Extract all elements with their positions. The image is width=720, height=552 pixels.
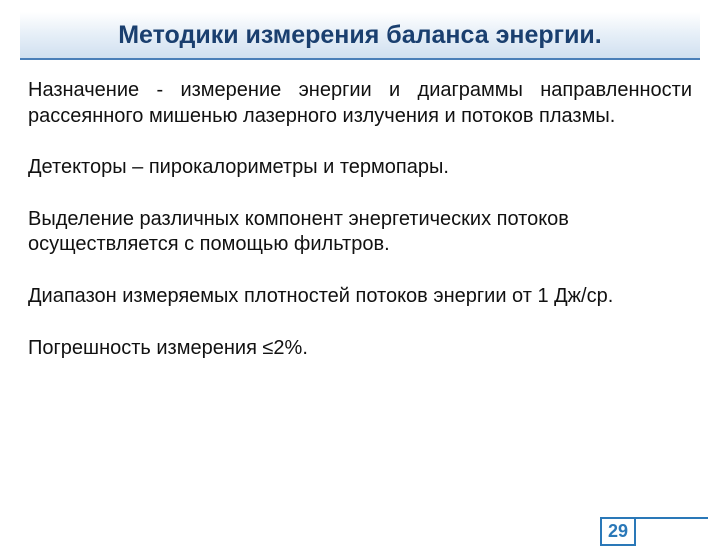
slide-title: Методики измерения баланса энергии. — [118, 21, 602, 50]
content-area: Назначение - измерение энергии и диаграм… — [0, 60, 720, 361]
paragraph-error: Погрешность измерения ≤2%. — [28, 336, 692, 362]
paragraph-filters: Выделение различных компонент энергетиче… — [28, 207, 692, 258]
paragraph-detectors: Детекторы – пирокалориметры и термопары. — [28, 155, 692, 181]
paragraph-range: Диапазон измеряемых плотностей потоков э… — [28, 284, 692, 310]
page-number: 29 — [600, 517, 636, 546]
page-footer: 29 — [600, 517, 708, 546]
title-bar: Методики измерения баланса энергии. — [20, 12, 700, 60]
paragraph-purpose: Назначение - измерение энергии и диаграм… — [28, 78, 692, 129]
